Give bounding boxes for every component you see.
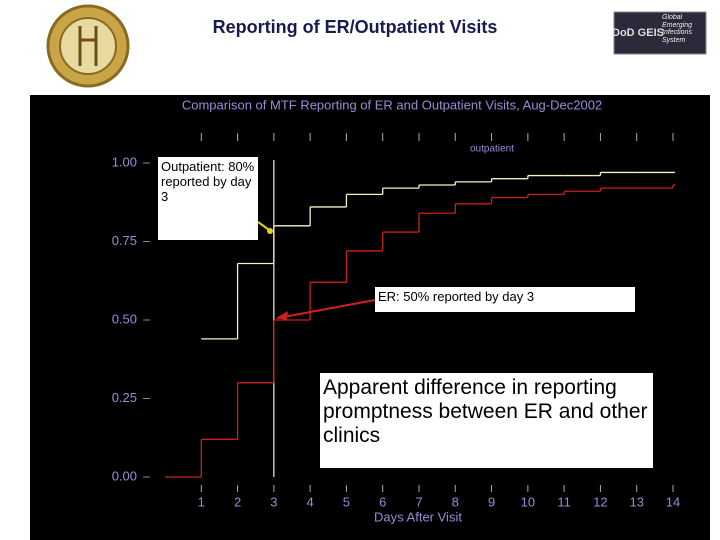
logo-text-box: Global Emerging Infections System	[662, 14, 692, 45]
x-tick-label: 11	[557, 494, 571, 509]
x-tick-label: 10	[521, 494, 535, 509]
annotation: Apparent difference in reporting promptn…	[320, 373, 653, 468]
y-tick-label: 1.00	[112, 154, 137, 169]
x-tick-label: 1	[198, 494, 205, 509]
x-tick-label: 3	[270, 494, 277, 509]
seal-logo	[46, 4, 130, 88]
x-tick-label: 12	[593, 494, 607, 509]
x-tick-label: 5	[343, 494, 350, 509]
x-tick-label: 14	[666, 494, 680, 509]
x-tick-label: 9	[488, 494, 495, 509]
x-tick-label: 2	[234, 494, 241, 509]
annotation-arrow	[277, 299, 376, 319]
x-tick-label: 6	[379, 494, 386, 509]
slide-title: Reporting of ER/Outpatient Visits	[213, 17, 498, 37]
annotation-arrowhead	[276, 311, 288, 320]
annotation-arrowhead	[267, 228, 273, 234]
y-tick-label: 0.00	[112, 468, 137, 483]
x-tick-label: 4	[307, 494, 314, 509]
y-tick-label: 0.75	[112, 233, 137, 248]
x-tick-label: 13	[629, 494, 643, 509]
y-tick-label: 0.25	[112, 390, 137, 405]
legend-label: outpatient	[470, 144, 514, 155]
logo-mark: DoD GEIS	[612, 27, 664, 39]
x-tick-label: 8	[452, 494, 459, 509]
geis-logo	[613, 11, 707, 55]
annotation: Outpatient: 80% reported by day 3	[158, 157, 258, 240]
x-axis-label: Days After Visit	[374, 509, 462, 524]
chart-title: Comparison of MTF Reporting of ER and Ou…	[182, 97, 602, 112]
y-tick-label: 0.50	[112, 311, 137, 326]
annotation: ER: 50% reported by day 3	[375, 287, 635, 312]
x-tick-label: 7	[415, 494, 422, 509]
logo-text: Global Emerging Infections System	[662, 14, 692, 45]
